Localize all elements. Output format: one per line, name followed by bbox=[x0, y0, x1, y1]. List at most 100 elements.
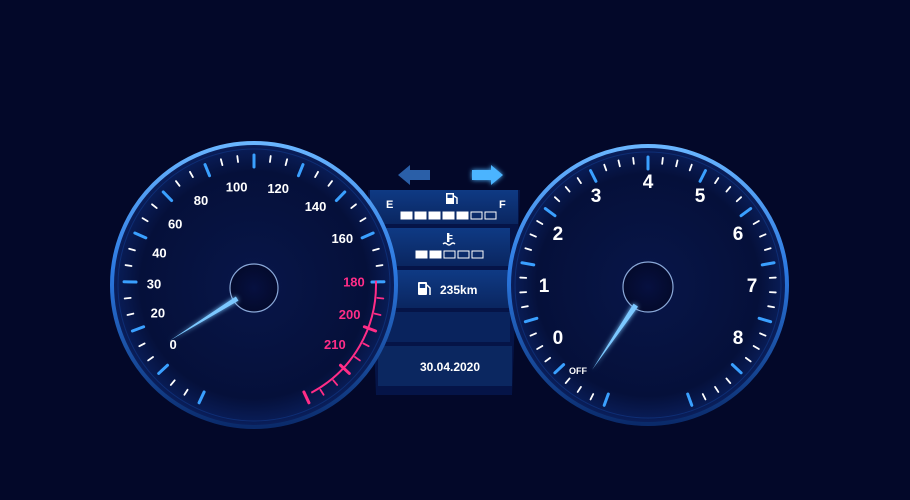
rpm-tick bbox=[735, 196, 743, 203]
speed-label: 30 bbox=[147, 276, 161, 291]
speed-label: 60 bbox=[168, 216, 182, 231]
speed-label: 100 bbox=[226, 180, 248, 195]
speed-tick bbox=[302, 390, 311, 405]
level-segment bbox=[415, 250, 428, 259]
rpm-label: 5 bbox=[695, 186, 706, 207]
rpm-tick bbox=[529, 332, 537, 337]
speed-tick bbox=[373, 312, 382, 316]
coolant-panel bbox=[380, 228, 510, 266]
speedometer-needle bbox=[169, 296, 239, 341]
date-display: 30.04.2020 bbox=[420, 360, 480, 374]
level-segment bbox=[484, 211, 497, 220]
level-segment bbox=[457, 250, 470, 259]
rpm-tick bbox=[603, 163, 608, 172]
rpm-label: 0 bbox=[553, 328, 564, 349]
speedometer-hub bbox=[229, 263, 279, 313]
rpm-tick bbox=[543, 207, 557, 218]
fuel-empty-label: E bbox=[386, 199, 393, 211]
speed-tick bbox=[339, 363, 351, 375]
range-fuel-icon bbox=[418, 282, 431, 295]
level-segment bbox=[442, 211, 455, 220]
speed-label: 140 bbox=[305, 199, 327, 214]
speed-tick bbox=[151, 203, 158, 209]
tachometer-ticks bbox=[519, 155, 777, 407]
rpm-tick bbox=[589, 393, 595, 401]
fuel-level-bar bbox=[400, 211, 497, 220]
rpm-tick bbox=[688, 163, 693, 172]
arrow-right-icon bbox=[472, 165, 503, 185]
speed-tick bbox=[189, 170, 194, 179]
coolant-temp-icon bbox=[442, 233, 456, 246]
rpm-tick bbox=[553, 363, 566, 375]
blank-panel bbox=[380, 312, 510, 342]
fuel-pump-icon bbox=[446, 193, 458, 204]
rpm-tick bbox=[739, 207, 753, 218]
speed-tick bbox=[269, 155, 272, 163]
rpm-tick bbox=[564, 186, 571, 193]
arrow-left-icon bbox=[398, 165, 430, 185]
rpm-tick bbox=[576, 386, 582, 393]
speed-tick bbox=[296, 163, 305, 178]
speed-label: 120 bbox=[267, 181, 289, 196]
speed-tick bbox=[334, 190, 347, 203]
level-segment bbox=[428, 211, 441, 220]
level-segment bbox=[471, 250, 484, 259]
speed-tick bbox=[362, 325, 378, 333]
speed-tick bbox=[314, 170, 319, 179]
rpm-tick bbox=[759, 332, 767, 337]
level-segment bbox=[414, 211, 427, 220]
rpm-label: 7 bbox=[747, 276, 758, 297]
rpm-tick bbox=[536, 220, 544, 225]
speed-tick bbox=[219, 158, 224, 166]
speed-tick bbox=[319, 388, 325, 396]
speed-tick bbox=[133, 231, 148, 240]
rpm-tick bbox=[602, 392, 610, 407]
rpm-tick bbox=[617, 159, 621, 168]
speed-tick bbox=[147, 356, 154, 362]
speed-tick bbox=[359, 217, 367, 223]
range-value: 235km bbox=[440, 283, 477, 297]
rpm-label: 4 bbox=[643, 172, 654, 193]
level-segment bbox=[443, 250, 456, 259]
speed-tick bbox=[203, 163, 212, 178]
rpm-tick bbox=[767, 305, 775, 309]
speed-label: 160 bbox=[331, 231, 353, 246]
speed-label: 200 bbox=[339, 307, 361, 322]
level-segment bbox=[400, 211, 413, 220]
rpm-label: 8 bbox=[733, 328, 744, 349]
rpm-tick bbox=[760, 261, 776, 267]
rpm-tick bbox=[521, 305, 529, 309]
rpm-tick bbox=[759, 233, 767, 238]
level-segment bbox=[429, 250, 442, 259]
range-panel bbox=[380, 270, 510, 308]
rpm-tick bbox=[553, 196, 561, 203]
speed-tick bbox=[284, 158, 289, 166]
rpm-tick bbox=[763, 247, 772, 251]
speed-tick bbox=[157, 363, 169, 375]
rpm-label: 2 bbox=[553, 224, 564, 245]
speed-label: 20 bbox=[151, 306, 165, 321]
tachometer: 0 1 2 3 4 5 6 7 8 OFF bbox=[507, 144, 789, 426]
speed-tick bbox=[169, 379, 176, 386]
rpm-label: 1 bbox=[539, 276, 550, 297]
rpm-tick bbox=[661, 156, 664, 165]
rpm-tick bbox=[576, 177, 582, 184]
fuel-full-label: F bbox=[499, 199, 506, 211]
rpm-label: 6 bbox=[733, 224, 744, 245]
speedometer-redzone-arc bbox=[310, 280, 377, 394]
date-panel bbox=[378, 346, 512, 386]
speed-tick bbox=[138, 342, 146, 348]
rpm-tick bbox=[730, 363, 743, 375]
rpm-tick bbox=[714, 177, 720, 184]
rpm-tick bbox=[536, 345, 544, 350]
speed-tick bbox=[375, 264, 384, 267]
rpm-tick bbox=[686, 392, 694, 407]
rpm-tick bbox=[529, 233, 537, 238]
speed-label: 40 bbox=[152, 245, 166, 260]
rpm-tick bbox=[725, 186, 732, 193]
speed-tick bbox=[327, 180, 333, 187]
rpm-label: 3 bbox=[591, 186, 602, 207]
